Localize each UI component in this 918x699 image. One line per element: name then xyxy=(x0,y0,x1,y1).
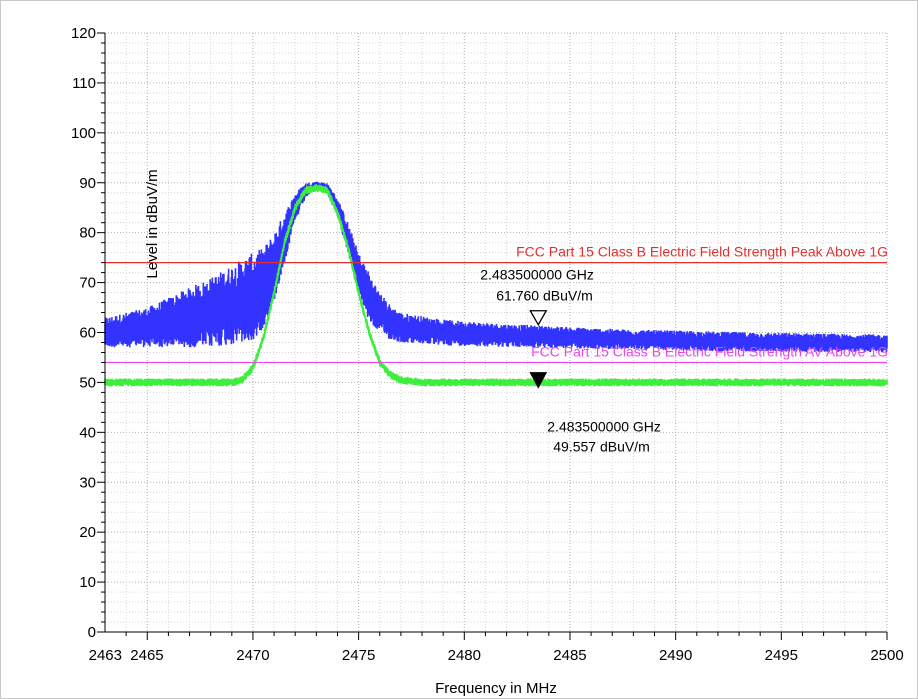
y-tick-label: 90 xyxy=(79,175,96,192)
y-tick-label: 110 xyxy=(72,75,96,92)
marker-1-level: 61.760 dBuV/m xyxy=(496,288,593,304)
x-tick-label: 2485 xyxy=(553,647,586,664)
y-tick-label: 10 xyxy=(79,574,96,591)
axes: 0 10 20 30 40 50 60 70 80 90 100 110 120 2463 2465 2470… xyxy=(71,25,904,664)
limit-line-label-2: FCC Part 15 Class B Electric Field Stren… xyxy=(531,343,888,359)
y-tick-label: 60 xyxy=(79,325,96,342)
x-tick-label: 2490 xyxy=(659,647,692,664)
x-tick-label: 2470 xyxy=(236,647,269,664)
limit-line-label-1: FCC Part 15 Class B Electric Field Stren… xyxy=(516,244,888,260)
x-tick-label: 2465 xyxy=(130,647,163,664)
x-axis-title: Frequency in MHz xyxy=(435,680,557,697)
marker-filled-triangle xyxy=(529,372,548,389)
x-tick-label: 2500 xyxy=(870,647,903,664)
y-tick-label: 50 xyxy=(79,374,96,391)
y-tick-label: 40 xyxy=(79,424,96,441)
marker-2-frequency: 2.483500000 GHz xyxy=(547,419,661,435)
y-tick-label: 30 xyxy=(79,474,96,491)
marker-2-level: 49.557 dBuV/m xyxy=(553,439,650,455)
marker-1-frequency: 2.483500000 GHz xyxy=(480,267,594,283)
y-axis-title: Level in dBuV/m xyxy=(144,169,161,278)
x-tick-label: 2463 xyxy=(89,647,122,664)
y-tick-label: 0 xyxy=(88,624,96,641)
x-tick-label: 2480 xyxy=(448,647,481,664)
y-tick-label: 100 xyxy=(71,125,96,142)
markers: 2.483500000 GHz 61.760 dBuV/m 2.483500000 … xyxy=(480,267,661,455)
y-tick-label: 20 xyxy=(79,524,96,541)
x-tick-label: 2475 xyxy=(342,647,375,664)
y-tick-label: 80 xyxy=(79,225,96,242)
marker-open-triangle xyxy=(529,310,548,327)
y-tick-label: 120 xyxy=(71,25,96,42)
x-tick-label: 2495 xyxy=(765,647,798,664)
limit-lines: FCC Part 15 Class B Electric Field Stren… xyxy=(105,244,888,364)
y-tick-label: 70 xyxy=(79,275,96,292)
